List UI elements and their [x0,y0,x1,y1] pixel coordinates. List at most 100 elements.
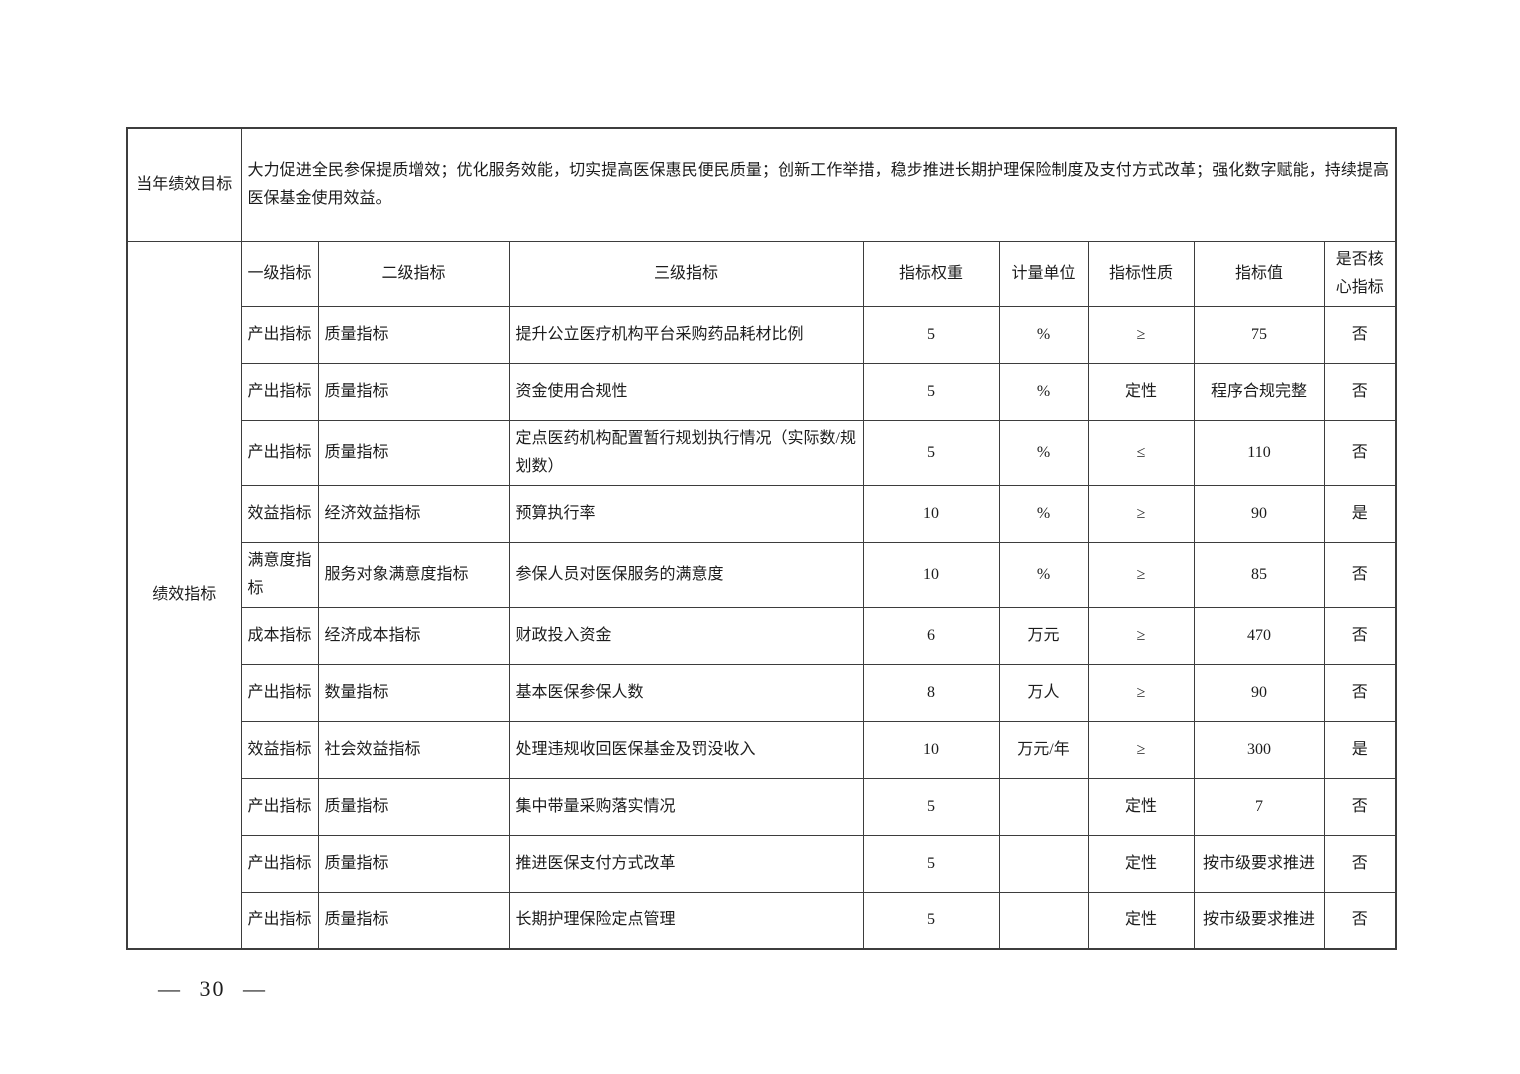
cell-nature: ≥ [1087,305,1195,364]
annual-goal-label: 当年绩效目标 [126,127,242,242]
cell-value: 90 [1193,484,1325,543]
cell-level2: 经济效益指标 [317,484,510,543]
indicator-row: 效益指标 经济效益指标 预算执行率 10% ≥90 是 [127,484,1397,543]
indicator-row: 产出指标 质量指标 资金使用合规性 5% 定性 程序合规完整否 [127,362,1397,421]
cell-level2: 质量指标 [317,777,510,836]
cell-core: 否 [1323,419,1397,486]
cell-unit: 万元/年 [998,720,1089,779]
cell-nature: ≥ [1087,541,1195,608]
indicator-row: 满意度指标 服务对象满意度指标 参保人员对医保服务的满意度 10% ≥85 否 [127,541,1397,608]
indicator-row: 成本指标 经济成本指标 财政投入资金 6 万元 ≥470 否 [127,606,1397,665]
cell-weight: 5 [862,834,1000,893]
cell-core: 是 [1323,484,1397,543]
cell-value: 470 [1193,606,1325,665]
cell-level2: 质量指标 [317,419,510,486]
cell-level2: 质量指标 [317,305,510,364]
cell-unit: 万元 [998,606,1089,665]
cell-value: 按市级要求推进 [1193,834,1325,893]
cell-level3: 资金使用合规性 [508,362,864,421]
cell-weight: 10 [862,720,1000,779]
cell-unit: % [998,484,1089,543]
cell-unit [998,834,1089,893]
cell-value: 90 [1193,663,1325,722]
cell-core: 否 [1323,541,1397,608]
cell-nature: ≥ [1087,484,1195,543]
cell-level1: 产出指标 [240,891,319,950]
cell-nature: ≤ [1087,419,1195,486]
cell-level1: 产出指标 [240,419,319,486]
cell-value: 300 [1193,720,1325,779]
indicator-row: 产出指标 质量指标 定点医药机构配置暂行规划执行情况（实际数/规划数） 5% ≤110 否 [127,419,1397,486]
cell-unit: % [998,541,1089,608]
indicator-row: 产出指标 质量指标 提升公立医疗机构平台采购药品耗材比例 5% ≥75 否 [127,305,1397,364]
cell-core: 否 [1323,777,1397,836]
header-is-core-indicator: 是否核心指标 [1323,240,1397,307]
cell-level1: 产出指标 [240,777,319,836]
cell-core: 否 [1323,891,1397,950]
indicator-row: 效益指标 社会效益指标 处理违规收回医保基金及罚没收入 10 万元/年 ≥300 是 [127,720,1397,779]
cell-core: 是 [1323,720,1397,779]
cell-weight: 8 [862,663,1000,722]
cell-core: 否 [1323,834,1397,893]
cell-level1: 满意度指标 [240,541,319,608]
cell-unit: % [998,305,1089,364]
indicator-row: 产出指标 数量指标 基本医保参保人数 8 万人 ≥90 否 [127,663,1397,722]
cell-level2: 数量指标 [317,663,510,722]
cell-level3: 定点医药机构配置暂行规划执行情况（实际数/规划数） [508,419,864,486]
cell-nature: ≥ [1087,606,1195,665]
annual-goal-row: 当年绩效目标 大力促进全民参保提质增效；优化服务效能，切实提高医保惠民便民质量；… [126,127,1397,242]
table-header-row: 绩效指标 一级指标 二级指标 三级指标 指标权重 计量单位 指标性质 指标值 是… [126,240,1397,950]
header-level3-indicator: 三级指标 [508,240,864,307]
cell-weight: 5 [862,419,1000,486]
cell-level2: 社会效益指标 [317,720,510,779]
cell-value: 85 [1193,541,1325,608]
cell-weight: 6 [862,606,1000,665]
cell-unit: % [998,362,1089,421]
header-level1-indicator: 一级指标 [240,240,319,307]
cell-level3: 基本医保参保人数 [508,663,864,722]
cell-value: 7 [1193,777,1325,836]
header-indicator-nature: 指标性质 [1087,240,1195,307]
cell-level2: 质量指标 [317,891,510,950]
cell-level1: 产出指标 [240,663,319,722]
cell-value: 程序合规完整 [1193,362,1325,421]
cell-nature: ≥ [1087,720,1195,779]
cell-level3: 预算执行率 [508,484,864,543]
cell-level1: 效益指标 [240,720,319,779]
cell-weight: 5 [862,891,1000,950]
cell-nature: 定性 [1087,834,1195,893]
annual-goal-text: 大力促进全民参保提质增效；优化服务效能，切实提高医保惠民便民质量；创新工作举措，… [240,127,1397,242]
cell-nature: 定性 [1087,362,1195,421]
cell-weight: 10 [862,541,1000,608]
performance-indicator-table: 当年绩效目标 大力促进全民参保提质增效；优化服务效能，切实提高医保惠民便民质量；… [126,127,1398,950]
cell-core: 否 [1323,606,1397,665]
cell-level3: 处理违规收回医保基金及罚没收入 [508,720,864,779]
cell-level2: 服务对象满意度指标 [317,541,510,608]
cell-nature: ≥ [1087,663,1195,722]
cell-weight: 5 [862,777,1000,836]
cell-nature: 定性 [1087,777,1195,836]
cell-core: 否 [1323,663,1397,722]
cell-level2: 质量指标 [317,362,510,421]
cell-level3: 长期护理保险定点管理 [508,891,864,950]
cell-unit: 万人 [998,663,1089,722]
cell-level1: 产出指标 [240,362,319,421]
cell-unit [998,891,1089,950]
cell-value: 110 [1193,419,1325,486]
indicator-row: 产出指标 质量指标 集中带量采购落实情况 5 定性 7 否 [127,777,1397,836]
section-label-performance-indicators: 绩效指标 [126,240,242,950]
indicator-row: 产出指标 质量指标 长期护理保险定点管理 5 定性 按市级要求推进否 [127,891,1397,950]
cell-weight: 5 [862,362,1000,421]
cell-level3: 提升公立医疗机构平台采购药品耗材比例 [508,305,864,364]
cell-level1: 成本指标 [240,606,319,665]
header-indicator-weight: 指标权重 [862,240,1000,307]
header-measure-unit: 计量单位 [998,240,1089,307]
cell-core: 否 [1323,305,1397,364]
cell-level3: 集中带量采购落实情况 [508,777,864,836]
cell-level2: 质量指标 [317,834,510,893]
header-level2-indicator: 二级指标 [317,240,510,307]
cell-weight: 5 [862,305,1000,364]
cell-level2: 经济成本指标 [317,606,510,665]
cell-level1: 产出指标 [240,305,319,364]
